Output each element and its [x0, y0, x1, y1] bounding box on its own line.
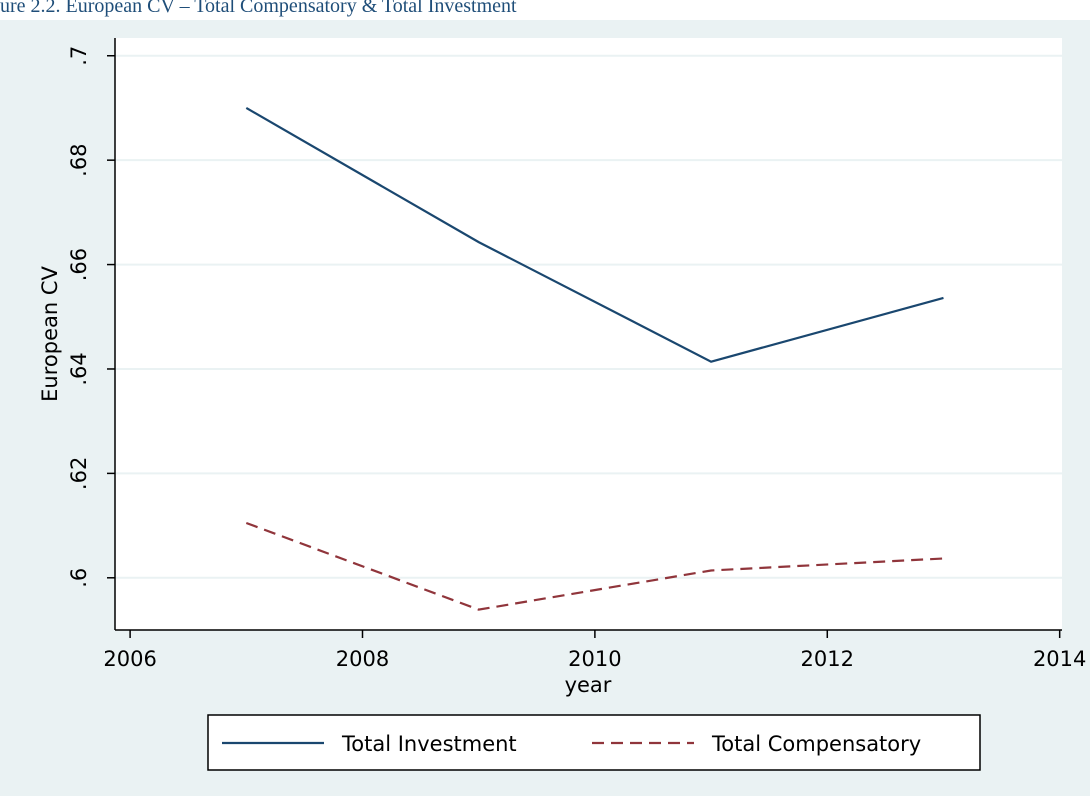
series-line — [245, 521, 944, 611]
series-line — [245, 107, 944, 363]
y-tick-label: .64 — [67, 352, 91, 385]
plot-area — [115, 38, 1062, 630]
y-tick-label: .7 — [67, 46, 91, 66]
y-tick-label: .68 — [67, 143, 91, 176]
x-tick-label: 2006 — [103, 647, 156, 671]
x-tick-label: 2008 — [336, 647, 389, 671]
x-tick-label: 2010 — [568, 647, 621, 671]
y-axis-title: European CV — [38, 266, 62, 402]
x-tick-label: 2014 — [1033, 647, 1086, 671]
x-axis-title: year — [565, 673, 612, 697]
y-tick-label: .62 — [67, 457, 91, 490]
y-tick-label: .6 — [67, 568, 91, 588]
x-tick-label: 2012 — [801, 647, 854, 671]
legend-label: Total Compensatory — [711, 732, 921, 756]
caption: ure 2.2. European CV – Total Compensator… — [0, 0, 517, 17]
y-tick-label: .66 — [67, 248, 91, 281]
legend-label: Total Investment — [341, 732, 517, 756]
